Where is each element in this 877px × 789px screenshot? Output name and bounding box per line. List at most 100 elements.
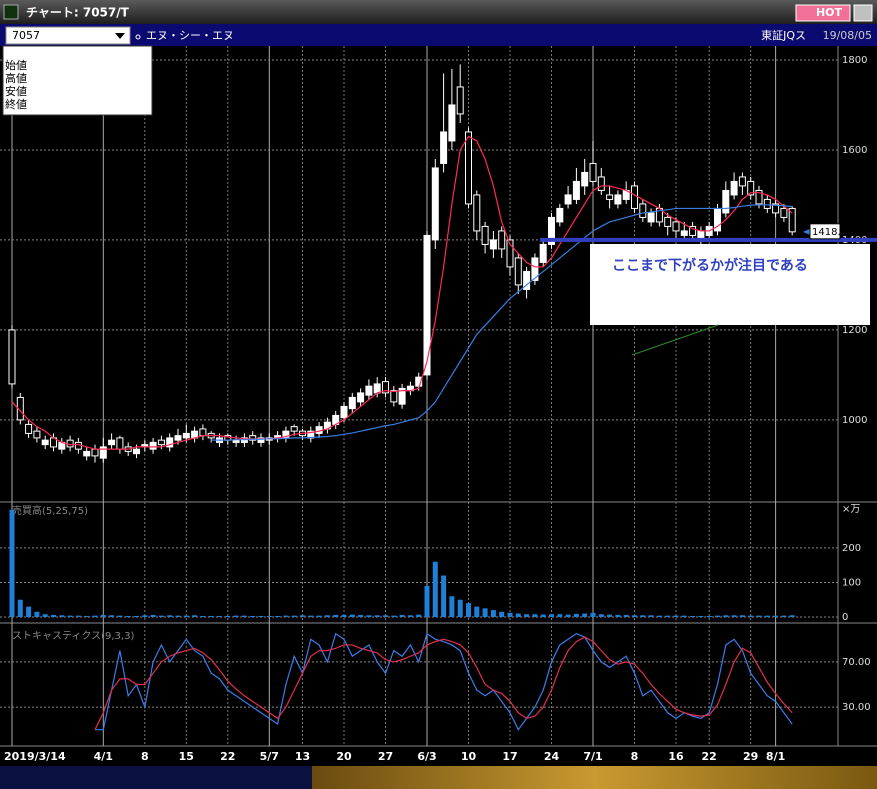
legend-low: 安値 (5, 84, 27, 98)
candle-body (489, 239, 497, 250)
volume-bar (781, 615, 787, 617)
candle-body (772, 203, 780, 214)
volume-bar (92, 615, 98, 617)
candle-body (108, 439, 116, 446)
volume-bar (208, 615, 214, 617)
candle-body (398, 387, 406, 405)
candle-body (448, 104, 456, 142)
candle-body (25, 423, 33, 434)
candle-body (556, 207, 564, 223)
scroll-thumb[interactable] (312, 766, 877, 789)
x-tick-label: 8/1 (766, 750, 785, 763)
volume-bar (731, 615, 737, 617)
volume-bar (457, 599, 463, 617)
volume-bar (59, 615, 65, 617)
volume-bar (590, 612, 596, 617)
candle-body (373, 383, 381, 394)
x-tick-label: 22 (702, 750, 717, 763)
candle-body (755, 189, 763, 205)
x-tick-label: 17 (502, 750, 517, 763)
x-tick-label: 22 (220, 750, 235, 763)
line-series (95, 632, 793, 731)
candle-body (730, 180, 738, 196)
title-bar (0, 0, 877, 24)
candle-body (249, 435, 257, 441)
x-tick-label: 2019/3/14 (4, 750, 66, 763)
candle-body (382, 381, 389, 394)
volume-bar (582, 613, 588, 617)
hot-label[interactable]: HOT (816, 6, 843, 19)
volume-bar (17, 599, 23, 617)
volume-bar (673, 615, 679, 617)
volume-bar (316, 615, 322, 617)
code-dropdown[interactable] (5, 26, 131, 45)
candle-body (539, 243, 547, 263)
candle-body (572, 180, 580, 200)
candle-body (498, 230, 506, 250)
dropdown-arrow[interactable] (115, 33, 125, 39)
volume-bar (117, 615, 123, 617)
volume-bar (756, 615, 762, 617)
candle-body (199, 428, 207, 437)
volume-bar (432, 561, 438, 617)
volume-bar (482, 608, 488, 617)
close-button[interactable] (853, 4, 873, 22)
x-tick-label: 24 (544, 750, 560, 763)
volume-bar (150, 614, 156, 617)
panel-title: 売買高(5,25,75) (12, 504, 88, 517)
line-series (211, 204, 793, 441)
price-tag: 1418.0 (812, 227, 847, 238)
volume-bar (167, 615, 173, 617)
panel-title: ストキャスティクス(9,3,3) (12, 630, 134, 642)
volume-bar (192, 615, 198, 617)
volume-bar (557, 614, 563, 617)
x-tick-label: 10 (461, 750, 477, 763)
volume-bar (34, 611, 40, 617)
volume-bar (142, 615, 148, 617)
volume-bar (424, 585, 430, 617)
legend-close: 終値 (5, 97, 27, 111)
scroll-track[interactable] (0, 766, 312, 789)
volume-bar (648, 615, 654, 617)
x-tick-label: 8 (141, 750, 149, 763)
volume-bar (748, 615, 754, 617)
candle-body (390, 390, 398, 403)
candle-body (99, 446, 107, 459)
volume-bar (358, 614, 364, 617)
x-tick-label: 27 (378, 750, 393, 763)
candle-body (564, 194, 572, 205)
x-tick-label: 4/1 (94, 750, 113, 763)
x-tick-label: 16 (668, 750, 684, 763)
volume-bar (250, 615, 256, 617)
volume-bar (258, 615, 264, 617)
volume-bar (706, 615, 712, 617)
line-series (94, 636, 793, 730)
x-tick-label: 8 (631, 750, 639, 763)
volume-bar (681, 615, 687, 617)
candle-body (664, 216, 672, 227)
candle-body (506, 239, 514, 268)
candle-body (431, 167, 439, 241)
candle-body (340, 405, 348, 419)
volume-bar (225, 615, 231, 617)
hot-button[interactable] (795, 4, 851, 22)
volume-bar (739, 615, 745, 617)
y-tick-label: 200 (842, 543, 861, 554)
volume-bar (341, 614, 347, 617)
bullet (135, 34, 141, 40)
candle-body (16, 396, 24, 421)
volume-bar (241, 615, 247, 617)
volume-bar (474, 606, 480, 617)
code-text[interactable]: 7057 (12, 29, 40, 42)
volume-bar (175, 615, 181, 617)
x-tick-label: 7/1 (583, 750, 602, 763)
market: 東証JQス (761, 29, 806, 42)
volume-bar (466, 603, 471, 617)
annotation: ここまで下がるかが注目である (612, 257, 808, 274)
volume-bar (399, 614, 405, 617)
y-tick-label: 1600 (842, 145, 867, 156)
candle-body (357, 392, 365, 403)
volume-bar (441, 575, 447, 617)
volume-bar (623, 614, 629, 617)
volume-bar (449, 596, 455, 617)
